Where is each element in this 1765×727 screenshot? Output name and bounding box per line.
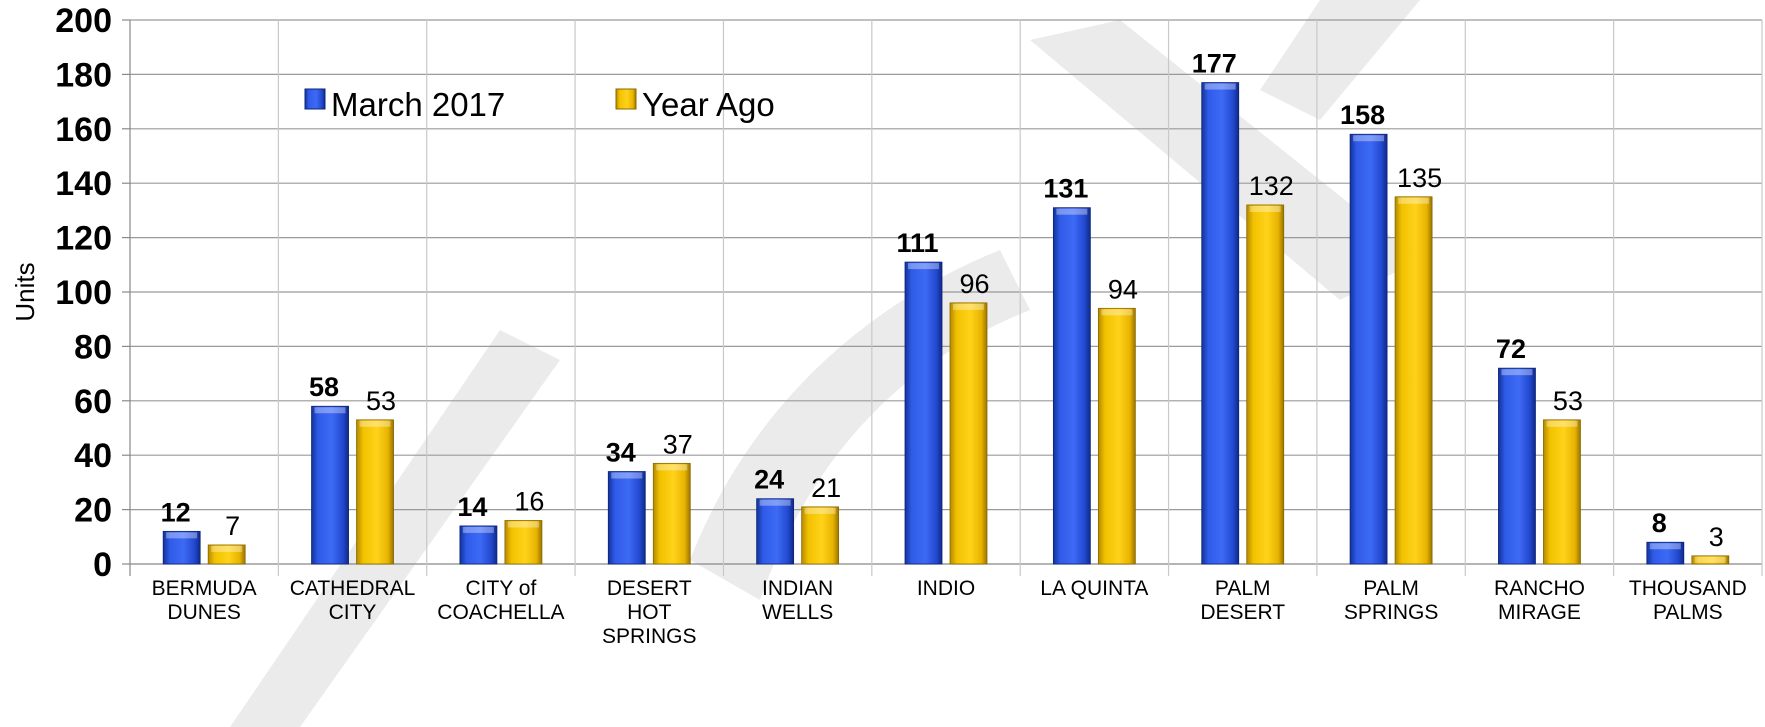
y-tick-label: 200 — [55, 2, 112, 40]
bar-year-ago — [949, 302, 988, 565]
bar-march-2017 — [1646, 541, 1685, 565]
data-label: 96 — [959, 269, 989, 299]
bar-march-2017 — [459, 525, 498, 565]
legend-label: Year Ago — [642, 86, 775, 123]
x-tick-label: PALM SPRINGS — [1344, 577, 1439, 624]
data-label: 7 — [225, 511, 240, 541]
y-tick-label: 80 — [74, 328, 112, 366]
data-label: 177 — [1192, 49, 1237, 79]
y-axis-label: Units — [10, 262, 40, 321]
bar-march-2017 — [756, 498, 795, 565]
data-label: 12 — [161, 497, 191, 527]
x-tick-label: LA QUINTA — [1040, 577, 1148, 600]
bar-year-ago — [207, 544, 246, 565]
bar-march-2017 — [904, 261, 943, 565]
legend-swatch — [615, 88, 637, 110]
legend-entry: Year Ago — [615, 86, 775, 123]
data-label: 53 — [1553, 386, 1583, 416]
y-tick-label: 180 — [55, 56, 112, 94]
bar-year-ago — [1246, 204, 1285, 565]
x-tick-label: THOUSAND PALMS — [1629, 577, 1747, 624]
x-tick-label: INDIO — [917, 577, 975, 600]
x-tick-label: DESERT HOT SPRINGS — [602, 577, 697, 648]
y-tick-label: 140 — [55, 165, 112, 203]
y-tick-label: 160 — [55, 111, 112, 149]
legend-entry: March 2017 — [304, 86, 505, 123]
data-label: 34 — [606, 438, 636, 468]
data-label: 135 — [1397, 163, 1442, 193]
data-label: 72 — [1496, 334, 1526, 364]
bar-year-ago — [1691, 555, 1730, 565]
x-tick-label: BERMUDA DUNES — [152, 577, 257, 624]
data-label: 24 — [754, 465, 784, 495]
bar-year-ago — [1543, 419, 1581, 565]
bar-march-2017 — [607, 471, 646, 565]
bar-march-2017 — [162, 530, 201, 565]
data-label: 37 — [663, 429, 693, 459]
bar-year-ago — [1394, 196, 1433, 565]
bar-march-2017 — [1349, 133, 1388, 565]
bar-year-ago — [1097, 307, 1136, 565]
y-tick-label: 60 — [74, 383, 112, 421]
y-tick-label: 20 — [74, 492, 112, 530]
bar-march-2017 — [1052, 207, 1091, 565]
y-tick-label: 40 — [74, 437, 112, 475]
x-tick-label: RANCHO MIRAGE — [1494, 577, 1585, 624]
legend-swatch — [304, 88, 326, 110]
data-label: 3 — [1709, 522, 1724, 552]
x-tick-label: INDIAN WELLS — [762, 577, 833, 624]
data-label: 132 — [1249, 171, 1294, 201]
bar-march-2017 — [1201, 82, 1240, 565]
y-tick-label: 0 — [93, 546, 112, 584]
data-label: 131 — [1043, 174, 1088, 204]
legend-label: March 2017 — [331, 86, 505, 123]
data-label: 53 — [366, 386, 396, 416]
data-label: 158 — [1340, 100, 1385, 130]
data-label: 111 — [896, 228, 938, 258]
data-label: 14 — [457, 492, 487, 522]
bar-march-2017 — [1498, 367, 1536, 565]
data-label: 58 — [309, 372, 339, 402]
y-tick-label: 100 — [55, 274, 112, 312]
bar-year-ago — [801, 506, 840, 565]
data-label: 21 — [811, 473, 841, 503]
data-label: 94 — [1108, 274, 1138, 304]
bar-year-ago — [504, 520, 543, 565]
y-tick-label: 120 — [55, 220, 112, 258]
bar-year-ago — [356, 419, 394, 565]
x-tick-label: CATHEDRAL CITY — [290, 577, 416, 624]
x-tick-label: CITY of COACHELLA — [437, 577, 564, 624]
data-label: 8 — [1652, 508, 1667, 538]
x-tick-label: PALM DESERT — [1200, 577, 1285, 624]
bar-march-2017 — [311, 405, 349, 565]
bar-year-ago — [652, 462, 691, 565]
data-label: 16 — [514, 486, 544, 516]
